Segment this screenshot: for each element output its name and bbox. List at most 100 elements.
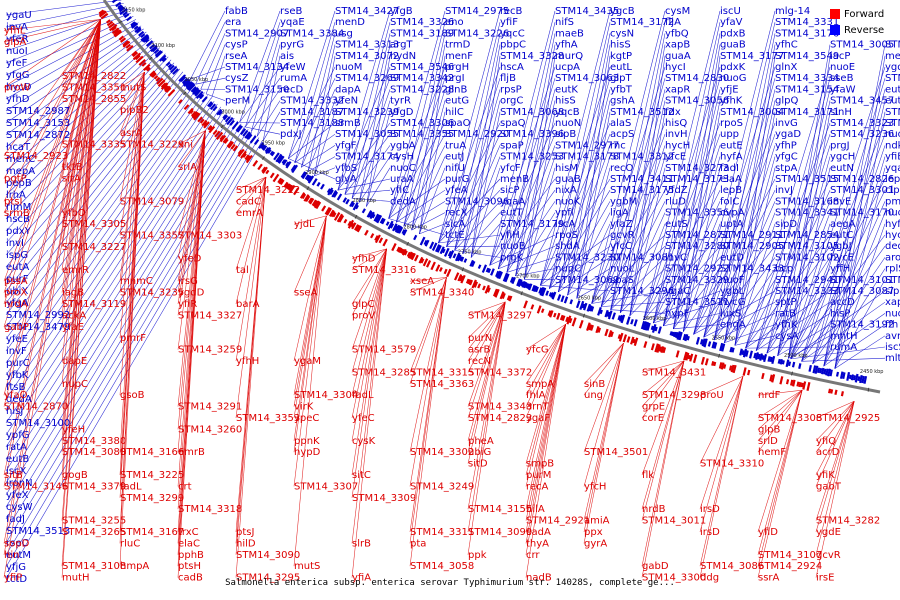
gene-block [403, 250, 408, 256]
feature-leader-line [3, 19, 101, 293]
gene-block [215, 131, 224, 140]
gene-block [534, 286, 539, 293]
feature-leader-line [766, 257, 831, 354]
feature-leader-line [757, 390, 803, 441]
gene-label: pmrF [120, 333, 146, 344]
gene-block [232, 145, 239, 152]
gene-label: eutM [6, 550, 31, 561]
gene-label: ygaD [775, 129, 801, 140]
gene-block [761, 355, 765, 360]
feature-leader-line [703, 246, 776, 338]
gene-block [183, 78, 191, 87]
feature-leader-line [3, 19, 101, 407]
feature-leader-line [801, 357, 886, 362]
kbp-tick [118, 20, 123, 24]
gene-label: yfbK [6, 370, 29, 381]
feature-leader-line [703, 22, 776, 338]
feature-leader-line [515, 156, 556, 276]
feature-leader-line [351, 248, 387, 441]
feature-leader-line [540, 178, 611, 286]
gene-block [821, 367, 825, 375]
gene-label: nuoM [335, 62, 362, 73]
gene-label: STM14_2855 [62, 94, 126, 105]
gene-block [267, 148, 272, 154]
gene-block [654, 343, 659, 353]
gene-block [781, 360, 785, 365]
gene-block [277, 177, 283, 184]
gene-label: yfjG [6, 562, 26, 573]
feature-leader-line [653, 301, 721, 324]
feature-leader-line [462, 100, 501, 255]
feature-leader-line [497, 134, 556, 270]
gene-block [261, 144, 266, 150]
gene-block [812, 365, 817, 374]
gene-label: STM14_3380 [62, 436, 126, 447]
feature-leader-line [506, 33, 556, 273]
feature-leader-line [5, 92, 205, 376]
gene-label: STM14_3168 [775, 196, 839, 207]
gene-label: ppx [584, 527, 603, 538]
gene-block [281, 159, 286, 164]
feature-leader-line [5, 140, 263, 580]
feature-leader-line [641, 360, 685, 407]
gene-label: accD [830, 297, 855, 308]
feature-leader-line [190, 10, 226, 80]
gene-label: STM14_3282 [816, 516, 880, 527]
feature-leader-line [235, 176, 267, 191]
feature-leader-line [61, 19, 101, 179]
feature-leader-line [525, 324, 566, 464]
feature-leader-line [337, 122, 391, 191]
gene-label: STM14_2992 [6, 310, 70, 321]
feature-leader-line [403, 145, 446, 227]
gene-block [374, 235, 379, 241]
feature-leader-line [388, 10, 446, 219]
gene-block [120, 37, 127, 43]
gene-label: gsoB [120, 390, 145, 401]
feature-leader-line [293, 215, 327, 567]
gene-label: corE [642, 413, 664, 424]
gene-block [301, 193, 307, 200]
gene-block [285, 183, 291, 190]
gene-block [835, 371, 840, 377]
gene-block [802, 381, 807, 390]
feature-leader-line [583, 343, 624, 487]
gene-block [785, 379, 790, 385]
gene-block [183, 104, 190, 111]
gene-label: fadL [352, 390, 374, 401]
feature-leader-line [294, 22, 336, 163]
gene-label: nuoG [720, 73, 747, 84]
gene-label: sitA [62, 174, 81, 185]
gene-block [237, 148, 245, 157]
gene-label: yfbO [62, 208, 86, 219]
feature-leader-line [591, 234, 666, 304]
gene-label: srlA [178, 162, 197, 173]
feature-leader-line [293, 215, 327, 362]
gene-block [387, 220, 394, 230]
gene-block [172, 68, 179, 75]
feature-leader-line [673, 268, 721, 329]
gene-label: stpA [775, 163, 797, 174]
feature-leader-line [366, 55, 391, 207]
feature-leader-line [3, 19, 101, 555]
gene-label: STM14_3384 [280, 28, 344, 39]
gene-block [556, 294, 562, 301]
gene-block [719, 342, 724, 352]
feature-leader-line [506, 89, 556, 273]
gene-label: ftsB [6, 382, 25, 393]
gene-block [146, 67, 151, 72]
gene-block [190, 86, 197, 93]
gene-block [382, 238, 388, 247]
gene-label: prgJ [830, 140, 850, 151]
feature-leader-line [177, 130, 206, 487]
feature-leader-line [301, 33, 336, 168]
feature-leader-line [591, 122, 666, 304]
feature-leader-line [790, 234, 886, 360]
gene-block [588, 305, 593, 312]
feature-leader-line [403, 201, 446, 227]
gene-label: STM14_2822 [62, 71, 126, 82]
gene-block [729, 346, 733, 353]
gene-block [441, 248, 446, 254]
gene-label: pdxY [6, 226, 32, 237]
gene-block [343, 218, 348, 224]
gene-label: STM14_2923 [4, 151, 68, 162]
